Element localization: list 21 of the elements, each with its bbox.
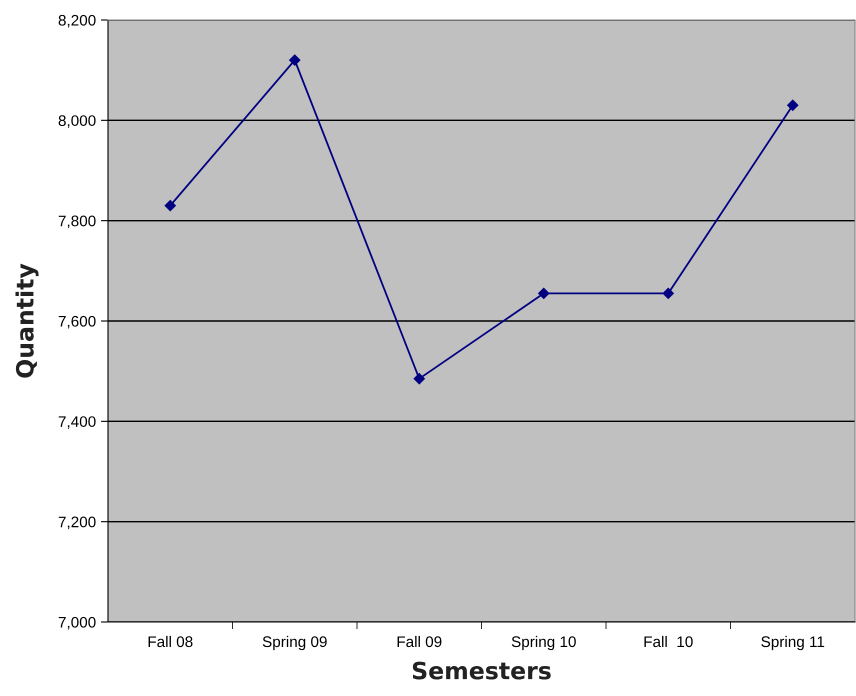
y-tick-label: 7,000 (58, 616, 96, 630)
y-axis-title: Quantity (15, 264, 39, 378)
y-tick-label: 8,200 (58, 14, 96, 28)
x-tick-label: Fall 09 (398, 636, 442, 648)
x-axis-title: Semesters (412, 662, 551, 680)
point (787, 100, 798, 111)
point (414, 373, 425, 384)
y-tick-label: 8,000 (58, 115, 96, 128)
x-tick-label: Spring 11 (761, 636, 824, 650)
point (538, 288, 550, 300)
point (289, 54, 300, 66)
y-tick-label: 7,800 (58, 216, 96, 228)
y-tick-label: 7,400 (58, 416, 96, 429)
x-tick-label: Spring 10 (512, 636, 576, 650)
y-tick-label: 7,200 (58, 516, 96, 530)
x-tick-label: Spring 09 (262, 636, 327, 650)
x-tick-label: Fall 08 (148, 636, 193, 648)
x-tick-label: Fall 10 (644, 636, 693, 648)
point (164, 200, 176, 212)
point (662, 288, 674, 300)
y-tick-label: 7,600 (58, 316, 96, 328)
